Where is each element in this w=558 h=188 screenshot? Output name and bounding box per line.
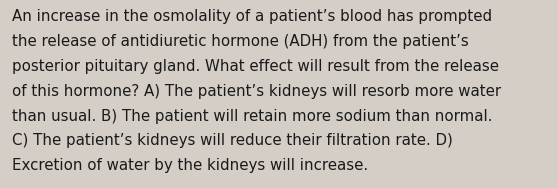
Text: posterior pituitary gland. What effect will result from the release: posterior pituitary gland. What effect w… bbox=[12, 59, 499, 74]
Text: the release of antidiuretic hormone (ADH) from the patient’s: the release of antidiuretic hormone (ADH… bbox=[12, 34, 469, 49]
Text: Excretion of water by the kidneys will increase.: Excretion of water by the kidneys will i… bbox=[12, 158, 368, 173]
Text: An increase in the osmolality of a patient’s blood has prompted: An increase in the osmolality of a patie… bbox=[12, 9, 492, 24]
Text: C) The patient’s kidneys will reduce their filtration rate. D): C) The patient’s kidneys will reduce the… bbox=[12, 133, 453, 149]
Text: than usual. B) The patient will retain more sodium than normal.: than usual. B) The patient will retain m… bbox=[12, 109, 493, 124]
Text: of this hormone? A) The patient’s kidneys will resorb more water: of this hormone? A) The patient’s kidney… bbox=[12, 84, 502, 99]
